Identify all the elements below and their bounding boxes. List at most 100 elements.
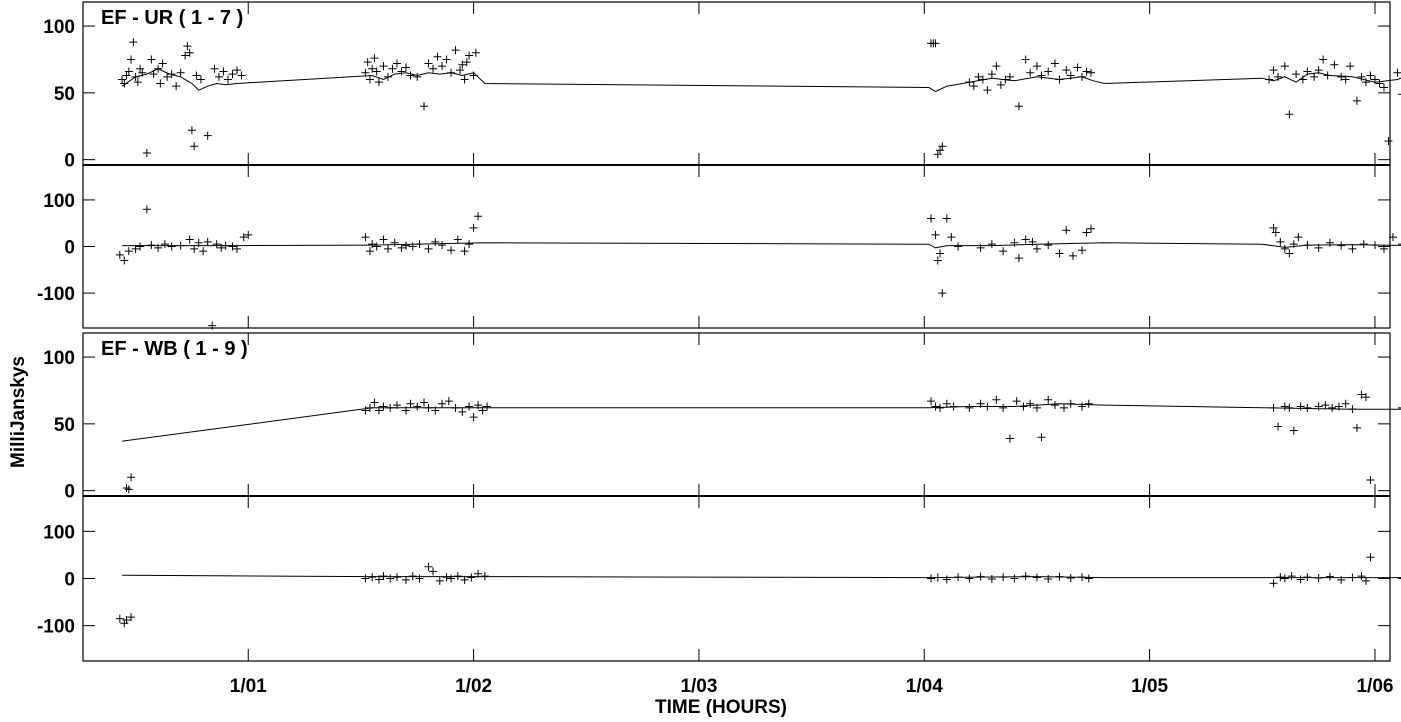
data-point: [933, 150, 942, 159]
data-point: [379, 572, 388, 581]
y-tick-label: 100: [43, 348, 75, 369]
data-point: [965, 78, 974, 87]
data-point: [978, 75, 987, 84]
data-point: [1050, 401, 1059, 410]
data-point: [127, 613, 136, 622]
data-point: [413, 402, 422, 411]
panel-2: 0 50 100 -100 0 100 EF - WB ( 1 - 9 ): [37, 332, 1401, 662]
data-point: [1337, 72, 1346, 81]
data-point: [987, 574, 996, 583]
data-point: [469, 223, 478, 232]
data-point: [208, 321, 217, 330]
data-point: [451, 46, 460, 55]
data-point: [1078, 573, 1087, 582]
data-point: [239, 233, 248, 242]
data-point: [996, 80, 1005, 89]
data-point: [172, 82, 181, 91]
y-tick-label: 0: [64, 238, 75, 259]
data-point: [388, 64, 397, 73]
data-point: [386, 403, 395, 412]
data-point: [415, 574, 424, 583]
data-point: [1032, 244, 1041, 253]
y-tick-label: 50: [54, 84, 75, 105]
data-point: [438, 241, 447, 250]
data-point: [1084, 399, 1093, 408]
data-point: [447, 68, 456, 77]
y-tick-label: -100: [37, 617, 75, 638]
data-point: [1059, 403, 1068, 412]
data-point: [361, 574, 370, 583]
data-point: [942, 214, 951, 223]
data-point: [1285, 403, 1294, 412]
data-point: [983, 402, 992, 411]
y-tick-label: 0: [64, 151, 75, 172]
data-point: [392, 573, 401, 582]
data-point: [212, 240, 221, 249]
data-point: [1280, 402, 1289, 411]
data-point: [210, 64, 219, 73]
data-point: [181, 51, 190, 60]
data-point: [429, 567, 438, 576]
data-point: [1357, 572, 1366, 581]
data-point: [458, 60, 467, 69]
data-point: [947, 233, 956, 242]
data-point: [927, 214, 936, 223]
data-point: [124, 67, 133, 76]
data-point: [974, 72, 983, 81]
y-tick-label: 0: [64, 570, 75, 591]
data-point: [1069, 251, 1078, 260]
data-point: [1001, 75, 1010, 84]
data-point: [983, 86, 992, 95]
data-point: [927, 397, 936, 406]
data-point: [122, 483, 131, 492]
data-point: [379, 402, 388, 411]
data-point: [1375, 79, 1384, 88]
data-point: [167, 70, 176, 79]
data-point: [965, 403, 974, 412]
data-point: [194, 238, 203, 247]
data-point: [447, 574, 456, 583]
data-point: [1379, 244, 1388, 253]
data-point: [1019, 402, 1028, 411]
data-point: [1037, 71, 1046, 80]
y-tick-label: 100: [43, 522, 75, 543]
panels-layer: 0 50 100 -100 0 100 EF - UR ( 1 - 7 ) 0 50 100 -10…: [37, 1, 1401, 697]
data-point: [383, 72, 392, 81]
data-point: [1334, 402, 1343, 411]
data-point: [465, 402, 474, 411]
data-point: [115, 250, 124, 259]
data-point: [368, 573, 377, 582]
data-point: [379, 235, 388, 244]
data-point: [460, 575, 469, 584]
data-point: [1021, 572, 1030, 581]
data-point: [1005, 72, 1014, 81]
data-point: [1066, 399, 1075, 408]
data-point: [1287, 572, 1296, 581]
data-point: [397, 243, 406, 252]
data-point: [199, 247, 208, 256]
data-point: [221, 241, 230, 250]
data-point: [131, 72, 140, 81]
data-point: [429, 64, 438, 73]
data-point: [1379, 83, 1388, 92]
data-point: [1274, 72, 1283, 81]
data-point: [1323, 71, 1332, 80]
data-point: [370, 54, 379, 63]
data-point: [999, 403, 1008, 412]
data-point: [190, 142, 199, 151]
data-point: [185, 235, 194, 244]
data-point: [142, 205, 151, 214]
data-point: [1032, 573, 1041, 582]
data-point: [372, 242, 381, 251]
data-point: [1014, 254, 1023, 263]
data-point: [185, 48, 194, 57]
data-point: [447, 246, 456, 255]
data-point: [1082, 67, 1091, 76]
data-point: [1341, 75, 1350, 84]
data-point: [118, 75, 127, 84]
data-point: [1328, 403, 1337, 412]
data-point: [1361, 78, 1370, 87]
data-point: [1359, 240, 1368, 249]
data-point: [237, 71, 246, 80]
data-point: [136, 242, 145, 251]
